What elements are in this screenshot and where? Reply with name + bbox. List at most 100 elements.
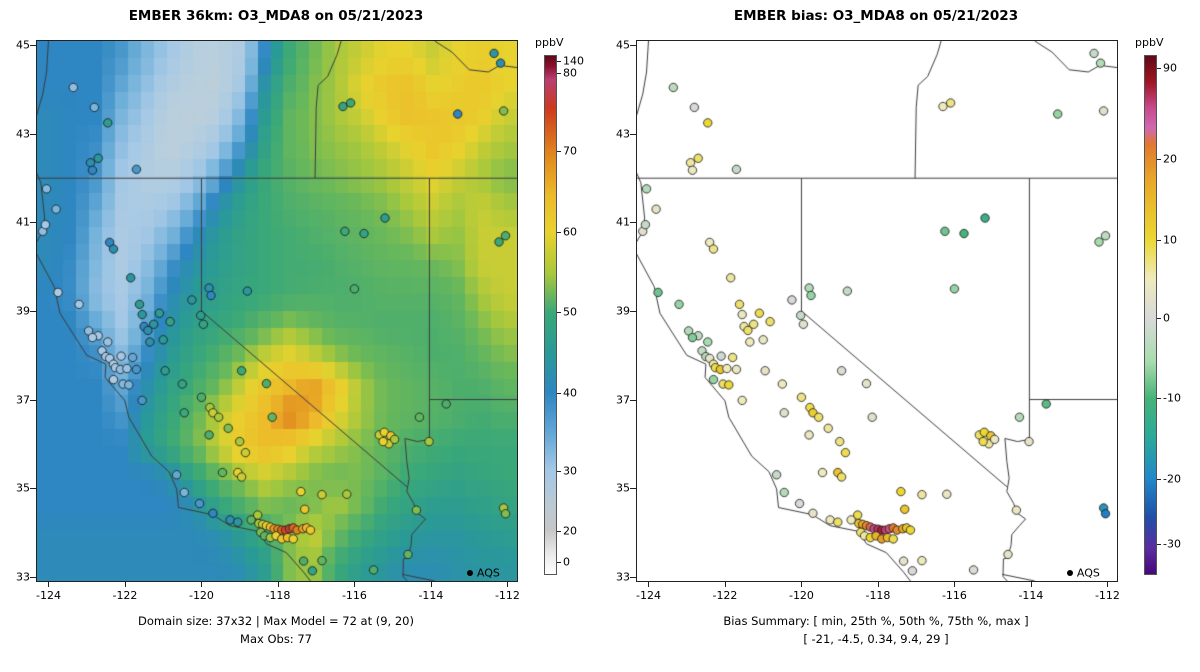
x-axis-tick	[277, 582, 279, 587]
x-axis-tick	[354, 582, 356, 587]
right-panel-title: EMBER bias: O3_MDA8 on 05/21/2023	[733, 8, 1019, 24]
aqs-marker-icon	[466, 570, 473, 577]
right-caption-line2: [ -21, -4.5, 0.34, 9.4, 29 ]	[803, 632, 949, 646]
colorbar-tick	[557, 73, 561, 75]
colorbar-tick	[1157, 68, 1161, 69]
x-tick-label: -112	[1094, 589, 1120, 602]
y-tick-label: 37	[616, 393, 630, 407]
x-axis-tick	[1107, 582, 1109, 587]
y-axis-tick	[30, 311, 36, 312]
x-axis-tick	[954, 582, 956, 587]
right-colorbar-label: ppbV	[1135, 36, 1164, 49]
colorbar-tick-label: -20	[1163, 472, 1181, 486]
colorbar-tick-label: 0	[1163, 311, 1170, 325]
left-colorbar	[544, 55, 557, 575]
colorbar-tick-label: 20	[1163, 152, 1177, 166]
colorbar-tick-label: 0	[563, 555, 570, 569]
y-tick-label: 33	[616, 570, 630, 584]
y-axis-tick	[630, 488, 636, 490]
colorbar-tick	[557, 530, 561, 532]
x-axis-tick	[801, 582, 803, 587]
y-axis-tick	[630, 133, 636, 135]
left-panel: EMBER 36km: O3_MDA8 on 05/21/2023 AQS pp…	[16, 8, 584, 646]
x-axis-tick	[724, 582, 726, 587]
left-caption-line1: Domain size: 37x32 | Max Model = 72 at (…	[137, 614, 414, 628]
x-tick-label: -120	[788, 589, 814, 602]
colorbar-tick-label: 60	[563, 225, 577, 239]
colorbar-tick	[557, 562, 561, 563]
y-tick-label: 43	[616, 127, 630, 141]
colorbar-tick-label: 80	[563, 66, 577, 80]
colorbar-tick	[557, 393, 561, 394]
x-tick-label: -114	[1018, 589, 1044, 602]
aqs-label: AQS	[1076, 566, 1100, 580]
left-caption-line2: Max Obs: 77	[240, 632, 312, 646]
colorbar-tick	[1157, 159, 1161, 160]
y-tick-label: 41	[16, 215, 30, 229]
colorbar-tick-label: 140	[563, 54, 584, 68]
y-tick-label: 35	[616, 481, 630, 495]
right-colorbar	[1144, 55, 1157, 575]
x-tick-label: -114	[418, 589, 444, 602]
y-axis-tick	[30, 488, 36, 490]
y-tick-label: 43	[16, 127, 30, 141]
colorbar-tick	[557, 231, 561, 233]
x-tick-label: -120	[188, 589, 214, 602]
x-tick-label: -116	[341, 589, 367, 602]
x-tick-label: -122	[112, 589, 138, 602]
x-axis-tick	[48, 582, 50, 587]
y-axis-tick	[30, 399, 36, 401]
colorbar-tick-label: 90	[1163, 61, 1177, 75]
x-axis-tick	[1030, 582, 1032, 587]
y-tick-label: 41	[616, 215, 630, 229]
y-tick-label: 37	[16, 393, 30, 407]
left-plot-area: AQS	[36, 40, 518, 582]
left-panel-title: EMBER 36km: O3_MDA8 on 05/21/2023	[128, 8, 424, 24]
y-axis-tick	[30, 222, 36, 224]
x-axis-tick	[648, 582, 650, 587]
colorbar-tick-label: 20	[563, 524, 577, 538]
colorbar-tick-label: 50	[563, 305, 577, 319]
x-axis-tick	[201, 582, 203, 587]
colorbar-tick	[557, 151, 561, 153]
aqs-label: AQS	[476, 566, 500, 580]
colorbar-tick	[557, 61, 561, 63]
colorbar-tick-label: 30	[563, 464, 577, 478]
y-axis-tick	[630, 222, 636, 224]
y-axis-tick	[630, 311, 636, 312]
colorbar-tick-label: -10	[1163, 391, 1181, 405]
colorbar-tick	[1157, 398, 1161, 400]
right-map-canvas	[637, 41, 1117, 581]
x-tick-label: -118	[265, 589, 291, 602]
left-map-canvas	[37, 41, 517, 581]
right-caption-line1: Bias Summary: [ min, 25th %, 50th %, 75t…	[723, 614, 1029, 628]
y-tick-label: 35	[16, 481, 30, 495]
x-axis-tick	[430, 582, 432, 587]
left-colorbar-label: ppbV	[535, 36, 564, 49]
x-tick-label: -118	[865, 589, 891, 602]
right-plot-area: AQS	[636, 40, 1118, 582]
x-tick-label: -124	[35, 589, 61, 602]
colorbar-tick-label: 70	[563, 144, 577, 158]
y-tick-label: 39	[16, 304, 30, 318]
colorbar-tick	[1157, 478, 1161, 480]
colorbar-tick-label: 10	[1163, 233, 1177, 247]
y-axis-tick	[630, 45, 636, 47]
colorbar-tick	[1157, 317, 1161, 319]
x-axis-tick	[507, 582, 509, 587]
y-axis-tick	[30, 133, 36, 135]
y-tick-label: 33	[16, 570, 30, 584]
y-axis-tick	[30, 45, 36, 47]
x-axis-tick	[124, 582, 126, 587]
y-tick-label: 45	[16, 38, 30, 52]
aqs-marker-icon	[1066, 570, 1073, 577]
x-tick-label: -122	[712, 589, 738, 602]
x-tick-label: -124	[635, 589, 661, 602]
right-panel: EMBER bias: O3_MDA8 on 05/21/2023 AQS pp…	[600, 0, 1200, 672]
y-axis-tick	[630, 399, 636, 401]
colorbar-tick-label: -30	[1163, 537, 1181, 551]
aqs-legend: AQS	[1066, 566, 1100, 580]
aqs-legend: AQS	[466, 566, 500, 580]
colorbar-tick	[1157, 239, 1161, 241]
